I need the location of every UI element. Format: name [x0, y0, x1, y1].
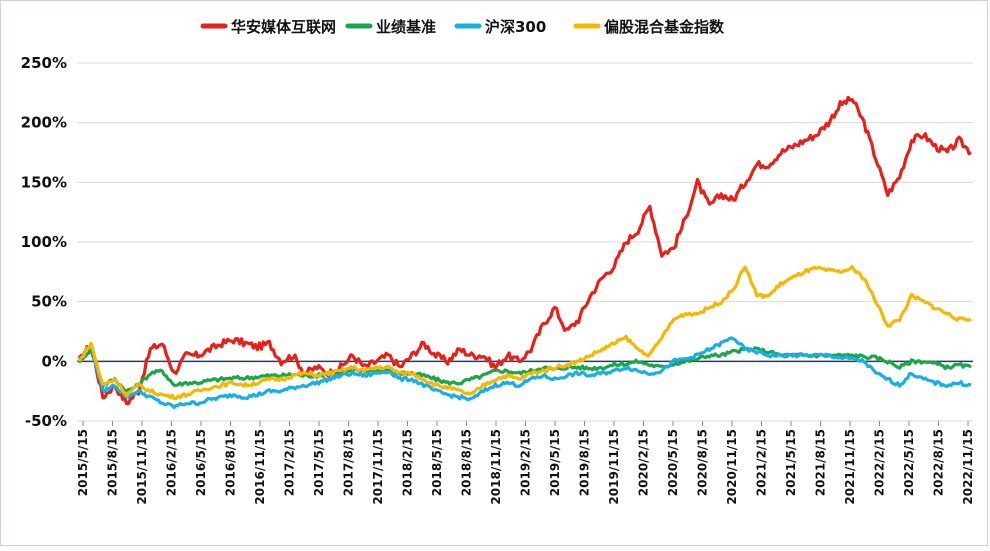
x-tick-label: 2018/8/15 — [460, 429, 474, 496]
x-axis-ticks: 2015/5/15 2015/8/15 2015/11/15 2016/2/15 201… — [76, 421, 975, 505]
x-tick-label: 2018/11/15 — [489, 429, 503, 505]
y-tick-label: 50% — [31, 293, 67, 311]
x-tick-label: 2020/2/15 — [637, 429, 651, 496]
grid-lines — [77, 62, 973, 422]
legend-label: 偏股混合基金指数 — [604, 18, 725, 36]
x-tick-label: 2020/8/15 — [696, 429, 710, 496]
x-tick-label: 2018/5/15 — [430, 429, 444, 496]
x-tick-label: 2022/8/15 — [932, 429, 946, 496]
x-tick-label: 2019/5/15 — [548, 429, 562, 496]
x-tick-label: 2015/8/15 — [106, 429, 120, 496]
x-tick-label: 2016/2/15 — [165, 429, 179, 496]
x-tick-label: 2016/5/15 — [194, 429, 208, 496]
series-line — [77, 265, 972, 401]
x-tick-label: 2019/11/15 — [607, 429, 621, 505]
legend-label: 华安媒体互联网 — [231, 18, 336, 36]
x-tick-label: 2021/11/15 — [843, 429, 857, 505]
x-tick-label: 2019/2/15 — [519, 429, 533, 496]
x-tick-label: 2020/11/15 — [725, 429, 739, 505]
x-tick-label: 2016/11/15 — [253, 429, 267, 505]
series-line — [77, 336, 972, 410]
x-tick-label: 2019/8/15 — [578, 429, 592, 496]
legend-label: 沪深300 — [485, 18, 546, 36]
x-tick-label: 2015/11/15 — [135, 429, 149, 505]
series-line — [77, 95, 972, 406]
x-tick-label: 2017/2/15 — [283, 429, 297, 496]
y-tick-label: 100% — [21, 233, 67, 251]
y-axis-ticks: 250% 200% 150% 100% 50% 0% -50% — [21, 54, 67, 430]
x-tick-label: 2018/2/15 — [401, 429, 415, 496]
x-tick-label: 2022/11/15 — [961, 429, 975, 505]
x-tick-label: 2021/5/15 — [784, 429, 798, 496]
legend: 华安媒体互联网 业绩基准 沪深300 偏股混合基金指数 — [200, 18, 725, 36]
x-tick-label: 2020/5/15 — [666, 429, 680, 496]
legend-label: 业绩基准 — [376, 18, 436, 36]
x-tick-label: 2021/2/15 — [755, 429, 769, 496]
x-tick-label: 2022/2/15 — [873, 429, 887, 496]
x-tick-label: 2017/8/15 — [342, 429, 356, 496]
x-tick-label: 2016/8/15 — [224, 429, 238, 496]
x-tick-label: 2022/5/15 — [902, 429, 916, 496]
series-lines — [77, 95, 972, 410]
y-tick-label: 150% — [21, 173, 67, 191]
y-tick-label: 250% — [21, 54, 67, 72]
x-tick-label: 2017/5/15 — [312, 429, 326, 496]
x-tick-label: 2015/5/15 — [76, 429, 90, 496]
y-tick-label: -50% — [25, 412, 67, 430]
y-tick-label: 0% — [42, 352, 67, 370]
y-tick-label: 200% — [21, 114, 67, 132]
x-tick-label: 2021/8/15 — [814, 429, 828, 496]
x-tick-label: 2017/11/15 — [371, 429, 385, 505]
